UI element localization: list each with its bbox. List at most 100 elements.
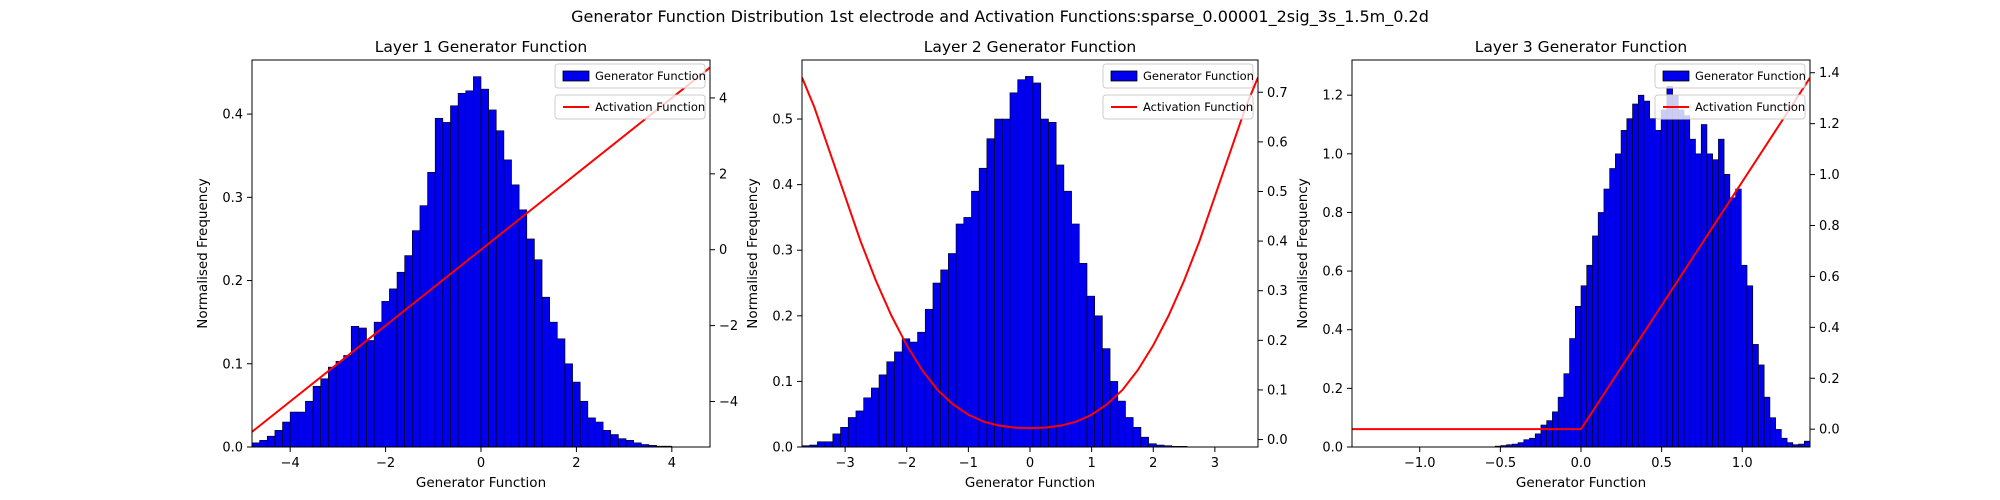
x-axis-label: Generator Function [965,475,1095,491]
legend-swatch-bar [1662,70,1690,82]
histogram-bar [932,282,941,447]
histogram-bar [1102,348,1111,447]
legend-box [1102,94,1254,120]
histogram-bar [1695,153,1702,447]
histogram-bar [1597,212,1605,447]
histogram-bar [305,400,314,447]
histogram-bar [1769,417,1776,447]
y2-tick-label: 0.7 [1267,86,1288,101]
x-tick-label: 0 [1026,456,1034,471]
histogram-bar [579,400,589,447]
histogram-bar [917,331,926,447]
histogram-bar [465,90,474,447]
x-tick-label: 2 [572,456,580,471]
y-tick-label: 0.0 [772,441,793,456]
x-tick-label: 2 [1149,456,1157,471]
y-axis-label: Normalised Frequency [195,178,211,329]
chart-panel-2: −3 −2 −1 0 1 2 3 0.0 0.1 0.2 0.3 0.4 0.5 0.0 0.1 0.2 0.3… [745,38,1288,491]
histogram-bar [817,441,826,447]
histogram-bar [832,433,841,447]
histogram-bar [526,238,535,447]
histogram-bar [1741,264,1748,447]
histogram-bar [1001,118,1011,447]
figure-suptitle: Generator Function Distribution 1st elec… [571,7,1429,27]
histogram-bar [901,338,911,447]
histogram-bar [1529,437,1536,447]
y2-tick-label: 0.4 [1267,235,1288,250]
legend-box [1654,94,1806,120]
y-axis-label: Normalised Frequency [745,178,761,329]
histogram-bar [1700,124,1708,447]
histogram-bar [1615,153,1622,447]
x-tick-label: −2 [897,456,916,471]
chart-panel-1: −4 −2 0 2 4 0.0 0.1 0.2 0.3 0.4 −4 −2 0 2 4 Layer 1 Gen… [195,38,738,491]
y2-tick-label: 0.2 [1819,372,1840,387]
histogram-bars [802,76,1188,447]
histogram-bar [1609,168,1616,447]
histogram-bar [633,442,642,447]
x-tick-label: −4 [281,456,300,471]
panel-title: Layer 3 Generator Function [1475,38,1688,56]
x-tick-label: −0.5 [1485,456,1517,471]
histogram-bars [252,76,673,447]
histogram-bar [427,172,436,447]
histogram-bar [1569,338,1576,447]
histogram-bar [1803,440,1810,447]
histogram-bar [1063,190,1072,447]
histogram-bar [1746,285,1754,447]
histogram-bar [1086,295,1095,447]
x-axis-label: Generator Function [1516,475,1646,491]
histogram-bar [878,374,888,447]
histogram-bar [1626,118,1633,447]
histogram-bar [518,209,528,447]
y-tick-label: 0.5 [772,113,793,128]
histogram-bar [855,410,864,447]
y2-tick-label: 0.2 [1267,334,1288,349]
histogram-bar [1055,164,1065,447]
histogram-bar [282,421,291,447]
histogram-bar [457,92,467,447]
x-tick-label: 1.0 [1732,456,1753,471]
histogram-bar [1775,429,1782,447]
y2-tick-label: 0.4 [1819,321,1840,336]
y-tick-label: 0.2 [1322,382,1343,397]
histogram-bar [994,118,1003,447]
y2-tick-label: 0.0 [1267,433,1288,448]
legend-label: Generator Function [1143,69,1254,83]
histogram-bar [595,421,604,447]
histogram-bar [1735,188,1742,447]
histogram-bar [411,230,421,447]
legend-label: Activation Function [595,100,705,114]
legend-label: Generator Function [1695,69,1806,83]
x-tick-label: −1.0 [1404,456,1436,471]
histogram-bar [1758,364,1765,447]
y2-tick-label: 0.6 [1819,270,1840,285]
chart-panels: −4 −2 0 2 4 0.0 0.1 0.2 0.3 0.4 −4 −2 0 2 4 Layer 1 Gen… [195,38,1840,491]
x-tick-label: 1 [1087,456,1095,471]
y2-tick-label: 4 [719,91,727,106]
histogram-bar [419,205,428,447]
histogram-bar [1649,118,1656,447]
histogram-bar [335,360,344,447]
y2-tick-label: 0.1 [1267,383,1288,398]
y2-tick-label: 0 [719,243,727,258]
legend-box [554,94,706,120]
histogram-bar [1534,433,1542,447]
histogram-bar [1689,138,1696,447]
histogram-bar [389,288,398,447]
histogram-bar [1125,417,1134,447]
histogram-bar [1660,109,1668,447]
histogram-bars [1494,86,1810,447]
histogram-bar [1132,427,1142,447]
histogram-bar [343,355,352,447]
histogram-bar [320,378,329,447]
histogram-bar [1706,153,1713,447]
histogram-bar [1786,442,1794,447]
x-tick-label: 4 [668,456,676,471]
histogram-bar [1752,344,1759,447]
histogram-bar [1523,439,1530,447]
histogram-bar [1603,188,1610,447]
y2-tick-label: 2 [719,167,727,182]
histogram-bar [373,321,383,447]
histogram-bar [480,88,489,447]
